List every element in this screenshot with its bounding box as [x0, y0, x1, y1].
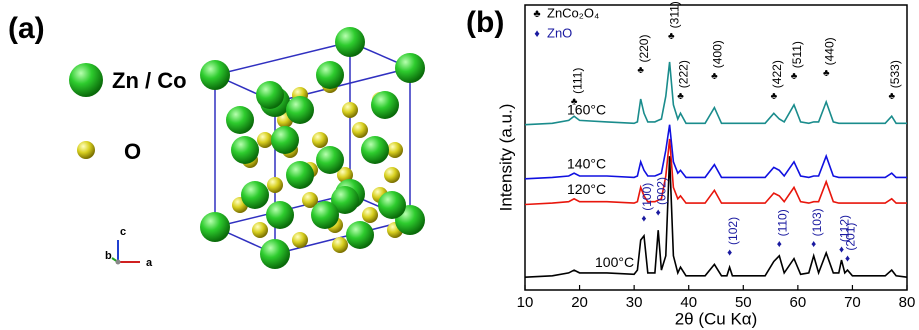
axis-triad	[112, 240, 140, 265]
peak-label: (422)	[770, 60, 784, 88]
peak-label: (201)	[844, 223, 858, 251]
oxygen-atom	[332, 237, 348, 253]
oxygen-atom	[252, 222, 268, 238]
legend-symbol: ♣	[533, 8, 540, 20]
peak-marker: ♣	[711, 71, 718, 82]
metal-atom	[231, 136, 259, 164]
peak-label: (220)	[637, 35, 651, 63]
peak-label: (533)	[888, 60, 902, 88]
peak-label: (311)	[667, 1, 681, 28]
metal-atom	[200, 212, 230, 242]
oxygen-atom	[387, 142, 403, 158]
metal-atom	[256, 81, 284, 109]
peak-label: (111)	[570, 68, 584, 94]
oxygen-atom	[312, 132, 328, 148]
metal-atom	[378, 191, 406, 219]
x-tick-label: 20	[571, 294, 588, 311]
oxygen-atom	[292, 232, 308, 248]
peak-label: (102)	[726, 217, 740, 245]
x-axis-label: 2θ (Cu Kα)	[675, 309, 758, 328]
peak-marker: ♣	[677, 91, 684, 102]
oxygen-atom	[342, 102, 358, 118]
series-label: 120°C	[567, 181, 606, 197]
peak-marker: ♦	[811, 239, 816, 250]
metal-atom	[316, 146, 344, 174]
legend-symbol: ♦	[534, 28, 540, 40]
panel-label: (b)	[466, 6, 504, 39]
axis-letter: b	[105, 250, 112, 262]
metal-atom	[266, 201, 294, 229]
oxygen-atom	[352, 122, 368, 138]
metal-atom	[335, 27, 365, 57]
peak-label: (103)	[810, 208, 824, 236]
peak-label: (440)	[822, 37, 836, 65]
peak-marker: ♣	[791, 71, 798, 82]
peak-marker: ♣	[888, 91, 895, 102]
metal-atom	[395, 53, 425, 83]
oxygen-atom	[384, 167, 400, 183]
series-label: 140°C	[567, 156, 606, 172]
legend-sphere	[69, 63, 103, 97]
peak-label: (110)	[775, 209, 789, 236]
peak-marker: ♦	[777, 239, 782, 250]
peak-marker: ♣	[571, 97, 578, 108]
metal-atom	[311, 201, 339, 229]
peak-label: (511)	[790, 41, 804, 68]
metal-atom	[200, 60, 230, 90]
legend-label: ZnCo₂O₄	[547, 5, 599, 20]
oxygen-atom	[362, 207, 378, 223]
metal-atom	[286, 161, 314, 189]
legend-label: ZnO	[547, 25, 572, 40]
peak-marker: ♣	[637, 65, 644, 76]
peak-marker: ♦	[656, 208, 661, 219]
x-tick-label: 30	[626, 294, 643, 311]
oxygen-atom	[267, 177, 283, 193]
peak-marker: ♣	[668, 31, 675, 42]
metal-atom	[371, 91, 399, 119]
x-tick-label: 60	[790, 294, 807, 311]
peak-label: (222)	[677, 60, 691, 88]
axis-letter: c	[120, 226, 126, 238]
metal-atom	[316, 61, 344, 89]
peak-marker: ♣	[823, 68, 830, 79]
metal-atom	[361, 136, 389, 164]
peak-marker: ♦	[727, 248, 732, 259]
figure: (a) Zn / Co O c b a (b) 10 20 30 40 50 60 70 80…	[0, 0, 919, 330]
crystal-structure	[200, 27, 425, 269]
x-tick-label: 10	[517, 294, 534, 311]
x-tick-label: 50	[735, 294, 752, 311]
peak-label: (400)	[711, 40, 725, 68]
metal-atom	[286, 96, 314, 124]
peak-marker: ♦	[641, 213, 646, 224]
series-label: 100°C	[595, 254, 634, 270]
peak-marker: ♣	[771, 91, 778, 102]
legend-label: Zn / Co	[112, 68, 187, 93]
metal-atom	[260, 239, 290, 269]
y-axis-label: Intensity (a.u.)	[496, 104, 515, 212]
legend-label: O	[124, 139, 141, 164]
x-tick-label: 40	[680, 294, 697, 311]
peak-label: (002)	[654, 177, 668, 205]
peak-marker: ♦	[845, 253, 850, 264]
axis-letter: a	[146, 257, 153, 269]
oxygen-atom	[257, 132, 273, 148]
peak-label: (100)	[640, 183, 654, 211]
legend-sphere	[77, 141, 95, 159]
metal-atom	[226, 106, 254, 134]
metal-atom	[346, 221, 374, 249]
metal-atom	[271, 126, 299, 154]
x-tick-label: 80	[899, 294, 916, 311]
x-tick-label: 70	[844, 294, 861, 311]
metal-atom	[241, 181, 269, 209]
panel-label: (a)	[8, 12, 45, 45]
